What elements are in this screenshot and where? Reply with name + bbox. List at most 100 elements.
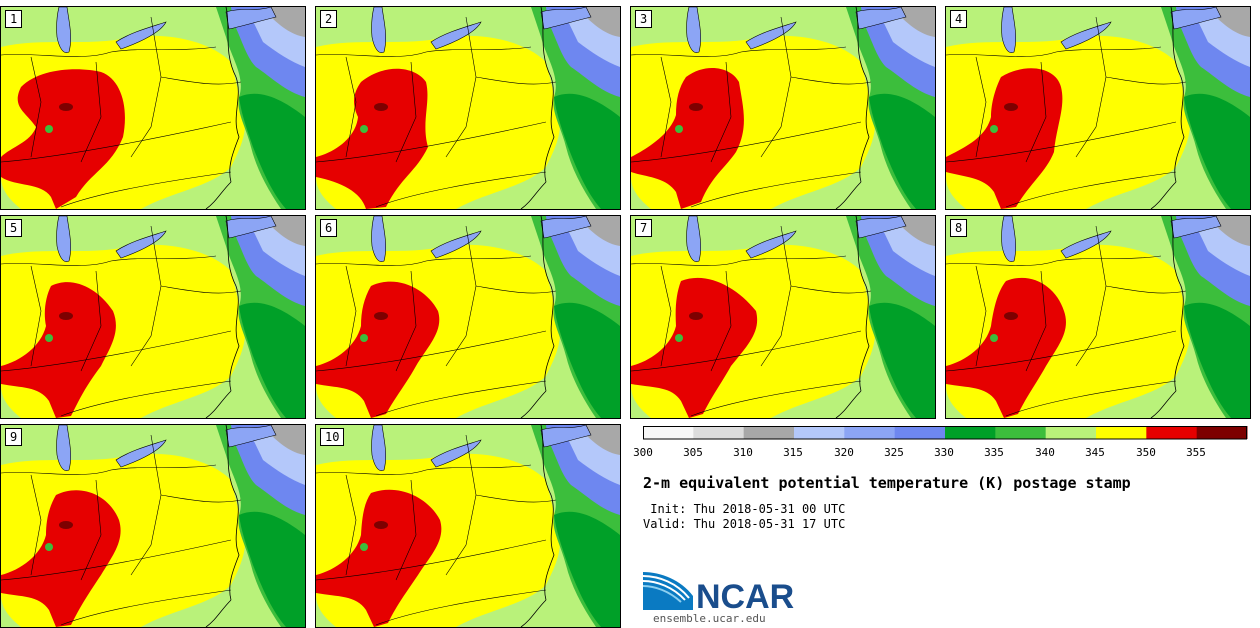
state-border: [631, 46, 847, 57]
state-border: [1, 121, 232, 163]
valid-time: Valid: Thu 2018-05-31 17 UTC: [643, 517, 846, 531]
state-border: [1025, 270, 1047, 372]
state-border: [316, 330, 547, 372]
lake: [371, 425, 386, 471]
state-border: [946, 121, 1177, 163]
coastline: [205, 599, 232, 627]
state-border: [690, 171, 862, 208]
coastal-dark: [1184, 302, 1250, 418]
colorbar-swatch: [1196, 426, 1248, 439]
coastline: [540, 425, 555, 601]
coastline: [520, 181, 547, 209]
state-border: [60, 171, 232, 208]
colorbar-tick: 330: [934, 446, 954, 459]
state-border: [160, 494, 242, 503]
lake: [1001, 216, 1016, 262]
coastal-dark: [554, 511, 620, 627]
theta-e-map: [1, 7, 305, 209]
state-border: [1075, 16, 1107, 158]
lake: [1170, 216, 1222, 239]
coastal-dark: [869, 93, 935, 209]
theta-e-map: [946, 7, 1250, 209]
state-border: [710, 270, 732, 372]
state-border: [710, 61, 732, 163]
state-border: [1075, 225, 1107, 367]
lake: [1060, 21, 1112, 50]
colorbar-swatch: [693, 426, 745, 439]
member-panel: 3: [630, 6, 936, 210]
cold-gray: [269, 425, 305, 455]
lake: [1060, 230, 1112, 259]
colorbar-tick: 340: [1035, 446, 1055, 459]
state-border: [760, 225, 792, 367]
coastline: [205, 390, 232, 418]
colorbar-tick: 315: [783, 446, 803, 459]
state-border: [316, 464, 532, 475]
state-border: [316, 46, 532, 57]
state-border: [395, 479, 417, 581]
lake: [371, 216, 386, 262]
colorbar-tick: 320: [834, 446, 854, 459]
state-border: [1105, 76, 1187, 85]
state-border: [660, 265, 672, 367]
state-border: [445, 434, 477, 576]
figure-title: 2-m equivalent potential temperature (K)…: [643, 474, 1131, 492]
coastal-dark: [239, 93, 305, 209]
hot-region: [1, 490, 121, 627]
lake: [855, 7, 907, 30]
lake: [745, 230, 797, 259]
cold-gray: [269, 216, 305, 246]
state-border: [1025, 61, 1047, 163]
coastline: [1170, 216, 1185, 392]
state-border: [375, 380, 547, 417]
state-border: [80, 479, 102, 581]
hot-region: [946, 277, 1066, 418]
member-panel: 2: [315, 6, 621, 210]
coastal-dark: [869, 302, 935, 418]
colorbar-tick: 335: [984, 446, 1004, 459]
coastline: [520, 599, 547, 627]
lake: [430, 21, 482, 50]
member-number: 10: [320, 428, 345, 446]
lake: [56, 7, 71, 53]
website-url: ensemble.ucar.edu: [653, 612, 766, 625]
cold-gray: [1214, 216, 1250, 246]
state-border: [660, 56, 672, 158]
colorbar-tick: 345: [1085, 446, 1105, 459]
state-border: [30, 265, 42, 367]
lake: [1001, 7, 1016, 53]
lake: [540, 425, 592, 448]
state-border: [130, 16, 162, 158]
theta-e-map: [316, 7, 620, 209]
colorbar-swatch: [1146, 426, 1198, 439]
colorbar-swatch: [945, 426, 996, 439]
state-border: [690, 380, 862, 417]
cool-spot: [45, 334, 53, 342]
coastal-dark: [239, 302, 305, 418]
coastline: [1170, 7, 1185, 183]
state-border: [475, 76, 557, 85]
hot-region: [631, 67, 744, 209]
state-border: [946, 46, 1162, 57]
state-border: [316, 539, 547, 581]
lake: [745, 21, 797, 50]
lake: [540, 216, 592, 239]
coastline: [1150, 390, 1177, 418]
state-border: [631, 121, 862, 163]
cool-spot: [360, 334, 368, 342]
hot-region: [316, 68, 428, 209]
hot-region: [946, 68, 1063, 209]
ncar-logo-icon: [643, 572, 693, 610]
state-border: [445, 16, 477, 158]
state-border: [375, 589, 547, 626]
very-hot-spot: [59, 521, 73, 529]
cool-spot: [990, 125, 998, 133]
theta-e-map: [1, 425, 305, 627]
ncar-logo-text: NCAR: [696, 578, 795, 616]
coastline: [540, 216, 555, 392]
member-number: 8: [950, 219, 968, 237]
state-border: [30, 56, 42, 158]
very-hot-spot: [59, 312, 73, 320]
state-border: [395, 270, 417, 372]
coastline: [855, 7, 870, 183]
